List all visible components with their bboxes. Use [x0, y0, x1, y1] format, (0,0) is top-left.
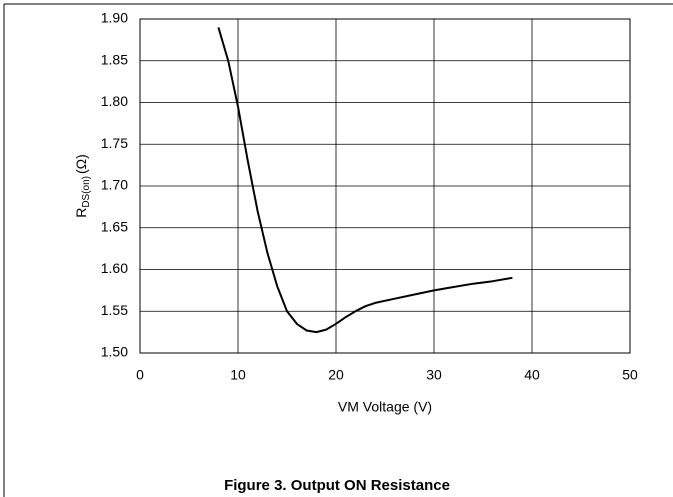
x-tick-label: 10: [230, 367, 246, 383]
caption: Figure 3. Output ON Resistance: [224, 477, 450, 494]
y-axis-label: RDS(on) (Ω): [73, 154, 92, 218]
y-tick-label: 1.90: [101, 10, 128, 26]
y-tick-label: 1.80: [101, 93, 128, 109]
x-axis-label: VM Voltage (V): [338, 399, 432, 415]
data-line: [217, 27, 513, 334]
y-label-sub: DS(on): [81, 176, 92, 208]
y-label-unit: (Ω): [73, 154, 89, 174]
y-tick-label: 1.85: [101, 51, 128, 67]
x-tick-label: 30: [426, 367, 442, 383]
y-tick-label: 1.60: [101, 260, 128, 276]
x-tick-label: 0: [136, 367, 144, 383]
y-label-main: R: [73, 208, 89, 218]
x-tick-label: 20: [328, 367, 344, 383]
plot-frame: [139, 18, 631, 354]
y-tick-label: 1.70: [101, 177, 128, 193]
y-tick-label: 1.75: [101, 135, 128, 151]
x-tick-label: 50: [622, 367, 638, 383]
y-tick-label: 1.50: [101, 344, 128, 360]
y-tick-label: 1.65: [101, 218, 128, 234]
y-tick-label: 1.55: [101, 302, 128, 318]
x-tick-label: 40: [524, 367, 540, 383]
